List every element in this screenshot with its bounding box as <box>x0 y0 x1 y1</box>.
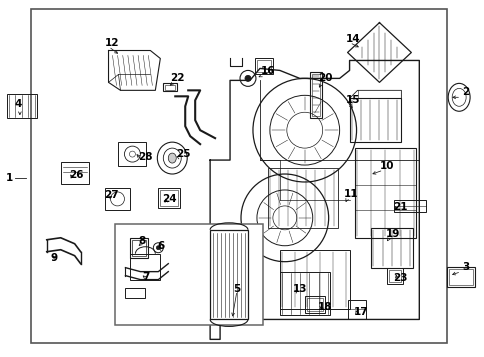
Text: 14: 14 <box>345 34 360 44</box>
Bar <box>105 188 130 210</box>
Bar <box>125 288 145 297</box>
Text: 21: 21 <box>393 202 407 212</box>
Bar <box>279 250 349 310</box>
Text: 7: 7 <box>142 272 150 282</box>
Bar <box>349 98 401 142</box>
Circle shape <box>156 246 160 250</box>
Bar <box>304 296 324 313</box>
Text: 16: 16 <box>260 66 275 76</box>
Bar <box>393 200 425 212</box>
Bar <box>160 190 178 206</box>
Text: 12: 12 <box>105 37 119 47</box>
Bar <box>255 59 272 74</box>
Bar <box>267 168 337 228</box>
Bar <box>31 9 446 343</box>
Text: 28: 28 <box>138 152 152 162</box>
Text: 15: 15 <box>345 95 359 105</box>
Text: 1: 1 <box>6 173 13 183</box>
Bar <box>371 228 412 268</box>
Text: 17: 17 <box>353 307 367 317</box>
Bar <box>60 162 89 184</box>
Text: 3: 3 <box>461 262 469 272</box>
Text: 9: 9 <box>51 253 58 263</box>
Bar <box>118 142 146 166</box>
Bar <box>354 148 415 238</box>
Text: 27: 27 <box>105 190 119 200</box>
Text: 2: 2 <box>461 87 469 97</box>
Bar <box>257 60 271 72</box>
Bar <box>347 300 365 320</box>
Text: 6: 6 <box>157 241 164 251</box>
Text: 25: 25 <box>176 149 190 159</box>
Bar <box>115 224 262 326</box>
Circle shape <box>244 75 250 81</box>
Text: 26: 26 <box>69 170 83 180</box>
Bar <box>279 272 329 316</box>
Bar <box>387 268 403 283</box>
Bar <box>130 238 148 258</box>
Text: 23: 23 <box>393 273 407 283</box>
Bar <box>306 297 322 311</box>
Text: 22: 22 <box>170 74 184 84</box>
Bar <box>448 269 472 285</box>
Text: 11: 11 <box>343 189 357 199</box>
Bar <box>165 85 175 90</box>
Bar <box>163 84 177 91</box>
Text: 24: 24 <box>162 194 177 204</box>
Ellipse shape <box>168 153 176 163</box>
Text: 4: 4 <box>15 99 22 109</box>
Text: 5: 5 <box>232 283 240 293</box>
Text: 10: 10 <box>378 161 393 171</box>
Text: 8: 8 <box>138 236 145 246</box>
Bar <box>389 270 401 282</box>
Bar <box>130 254 160 280</box>
Text: 19: 19 <box>385 229 399 239</box>
Bar <box>158 188 180 208</box>
Bar <box>210 230 247 320</box>
Bar <box>309 72 321 118</box>
Bar <box>311 74 319 116</box>
Text: 20: 20 <box>317 74 332 84</box>
Text: 13: 13 <box>292 283 307 293</box>
Text: 18: 18 <box>317 302 332 312</box>
Bar <box>7 94 37 118</box>
Bar <box>132 240 146 256</box>
Bar <box>446 267 474 287</box>
